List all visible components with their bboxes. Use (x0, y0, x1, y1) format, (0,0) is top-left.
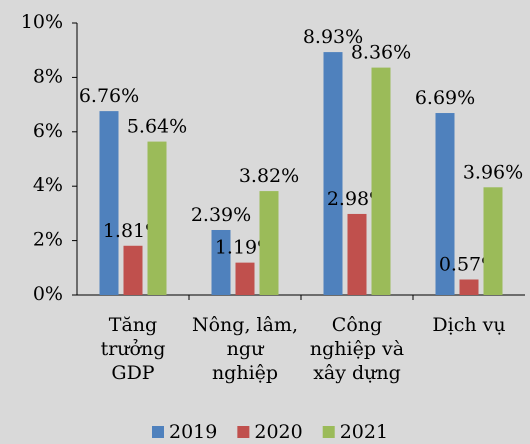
data-label: 8.36% (351, 42, 411, 64)
bar (147, 141, 167, 295)
x-tick-label: Tăng trưởng GDP (101, 314, 166, 384)
bar (371, 67, 391, 295)
bar (259, 191, 279, 295)
y-tick-label: 6% (33, 120, 63, 142)
data-label: 8.93% (303, 26, 363, 48)
data-label: 5.64% (127, 116, 187, 138)
x-tick-label: Nông, lâm, ngư nghiệp (192, 314, 298, 384)
data-label: 6.76% (79, 85, 139, 107)
x-tick-label: Công nghiệp và xây dựng (310, 314, 404, 384)
x-tick-label: Dịch vụ (432, 314, 505, 336)
y-tick-label: 2% (33, 229, 63, 251)
legend-swatch (237, 426, 250, 438)
bar (347, 213, 367, 295)
data-label: 3.96% (463, 161, 523, 183)
data-label: 3.82% (239, 165, 299, 187)
bar (99, 111, 119, 296)
data-label: 6.69% (415, 87, 475, 109)
legend-label: 2019 (169, 421, 217, 443)
bar (235, 262, 255, 295)
legend-label: 2020 (254, 421, 302, 443)
bar (123, 245, 143, 295)
legend-swatch (152, 426, 164, 438)
y-tick-label: 10% (21, 11, 63, 33)
bar (483, 187, 503, 295)
y-tick-label: 8% (33, 65, 63, 87)
bar (435, 113, 455, 295)
legend-label: 2021 (340, 421, 388, 443)
bar (211, 229, 231, 295)
bar (323, 52, 343, 295)
y-tick-label: 4% (33, 174, 63, 196)
data-label: 2.39% (191, 204, 251, 226)
y-tick-label: 0% (33, 283, 63, 305)
bar (459, 279, 479, 295)
legend-swatch (322, 426, 335, 438)
